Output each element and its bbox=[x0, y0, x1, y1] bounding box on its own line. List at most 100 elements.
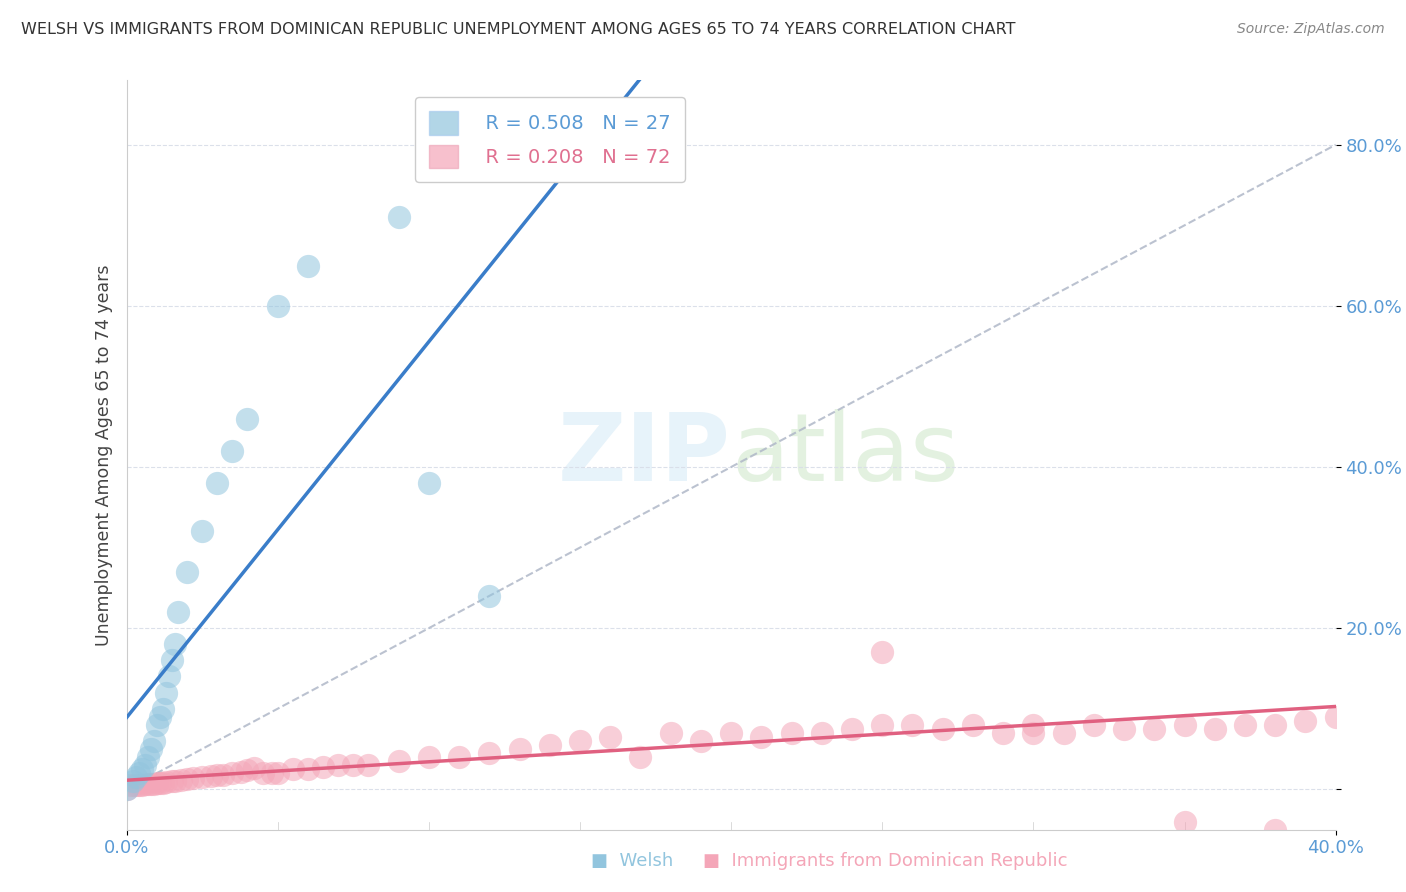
Point bbox=[478, 746, 501, 760]
Point bbox=[388, 211, 411, 225]
Point bbox=[780, 726, 803, 740]
Point bbox=[149, 710, 172, 724]
Point bbox=[751, 730, 773, 744]
Point bbox=[447, 750, 470, 764]
Point bbox=[118, 778, 141, 792]
Text: WELSH VS IMMIGRANTS FROM DOMINICAN REPUBLIC UNEMPLOYMENT AMONG AGES 65 TO 74 YEA: WELSH VS IMMIGRANTS FROM DOMINICAN REPUB… bbox=[21, 22, 1015, 37]
Point bbox=[236, 411, 259, 425]
Point bbox=[134, 758, 156, 772]
Point bbox=[152, 702, 174, 716]
Point bbox=[136, 750, 159, 764]
Point bbox=[260, 766, 283, 780]
Point bbox=[146, 776, 169, 790]
Point bbox=[1022, 718, 1045, 732]
Point bbox=[810, 726, 832, 740]
Point bbox=[1143, 722, 1166, 736]
Point bbox=[121, 774, 143, 789]
Point bbox=[200, 769, 222, 783]
Point bbox=[231, 764, 253, 779]
Point bbox=[1294, 714, 1316, 728]
Point bbox=[418, 750, 440, 764]
Text: ZIP: ZIP bbox=[558, 409, 731, 501]
Point bbox=[962, 718, 984, 732]
Point bbox=[478, 589, 501, 603]
Point bbox=[152, 776, 174, 790]
Point bbox=[142, 734, 165, 748]
Point bbox=[599, 730, 621, 744]
Point bbox=[157, 669, 180, 683]
Point bbox=[242, 761, 264, 775]
Point bbox=[131, 762, 153, 776]
Text: ■  Immigrants from Dominican Republic: ■ Immigrants from Dominican Republic bbox=[703, 852, 1067, 870]
Point bbox=[538, 738, 561, 752]
Point bbox=[841, 722, 863, 736]
Point bbox=[281, 762, 304, 776]
Point bbox=[267, 766, 290, 780]
Point bbox=[121, 778, 143, 792]
Point bbox=[326, 758, 350, 772]
Point bbox=[1173, 718, 1195, 732]
Point bbox=[297, 259, 319, 273]
Point bbox=[388, 754, 411, 768]
Point bbox=[1114, 722, 1136, 736]
Point bbox=[689, 734, 711, 748]
Point bbox=[357, 758, 380, 772]
Point bbox=[1204, 722, 1226, 736]
Point bbox=[181, 771, 204, 785]
Point bbox=[205, 476, 228, 491]
Point bbox=[418, 476, 440, 491]
Point bbox=[115, 782, 138, 797]
Point bbox=[176, 565, 198, 579]
Point bbox=[630, 750, 652, 764]
Point bbox=[128, 766, 150, 780]
Point bbox=[191, 524, 214, 539]
Point bbox=[267, 299, 290, 313]
Point bbox=[342, 758, 364, 772]
Legend:   R = 0.508   N = 27,   R = 0.208   N = 72: R = 0.508 N = 27, R = 0.208 N = 72 bbox=[415, 97, 685, 182]
Point bbox=[139, 777, 162, 791]
Point bbox=[155, 775, 177, 789]
Point bbox=[124, 770, 146, 784]
Point bbox=[872, 645, 894, 659]
Point bbox=[191, 770, 214, 784]
Point bbox=[1173, 814, 1195, 829]
Point bbox=[146, 718, 169, 732]
Text: Source: ZipAtlas.com: Source: ZipAtlas.com bbox=[1237, 22, 1385, 37]
Point bbox=[160, 774, 183, 789]
Point bbox=[252, 766, 274, 780]
Point bbox=[932, 722, 955, 736]
Point bbox=[720, 726, 742, 740]
Point bbox=[509, 742, 531, 756]
Point bbox=[131, 778, 153, 792]
Text: ■  Welsh: ■ Welsh bbox=[591, 852, 672, 870]
Point bbox=[1053, 726, 1076, 740]
Point bbox=[124, 778, 146, 792]
Point bbox=[115, 782, 138, 797]
Point bbox=[993, 726, 1015, 740]
Point bbox=[1022, 726, 1045, 740]
Point bbox=[149, 776, 172, 790]
Point bbox=[167, 605, 190, 619]
Text: atlas: atlas bbox=[731, 409, 959, 501]
Point bbox=[176, 772, 198, 786]
Point bbox=[901, 718, 924, 732]
Point bbox=[128, 778, 150, 792]
Point bbox=[160, 653, 183, 667]
Point bbox=[312, 760, 335, 774]
Point bbox=[1264, 822, 1286, 837]
Point bbox=[205, 768, 228, 782]
Point bbox=[1083, 718, 1105, 732]
Point bbox=[163, 774, 186, 789]
Y-axis label: Unemployment Among Ages 65 to 74 years: Unemployment Among Ages 65 to 74 years bbox=[94, 264, 112, 646]
Point bbox=[212, 768, 235, 782]
Point bbox=[568, 734, 592, 748]
Point bbox=[872, 718, 894, 732]
Point bbox=[236, 763, 259, 777]
Point bbox=[659, 726, 682, 740]
Point bbox=[297, 762, 319, 776]
Point bbox=[142, 777, 165, 791]
Point bbox=[221, 766, 243, 780]
Point bbox=[136, 777, 159, 791]
Point bbox=[163, 637, 186, 651]
Point bbox=[1324, 710, 1347, 724]
